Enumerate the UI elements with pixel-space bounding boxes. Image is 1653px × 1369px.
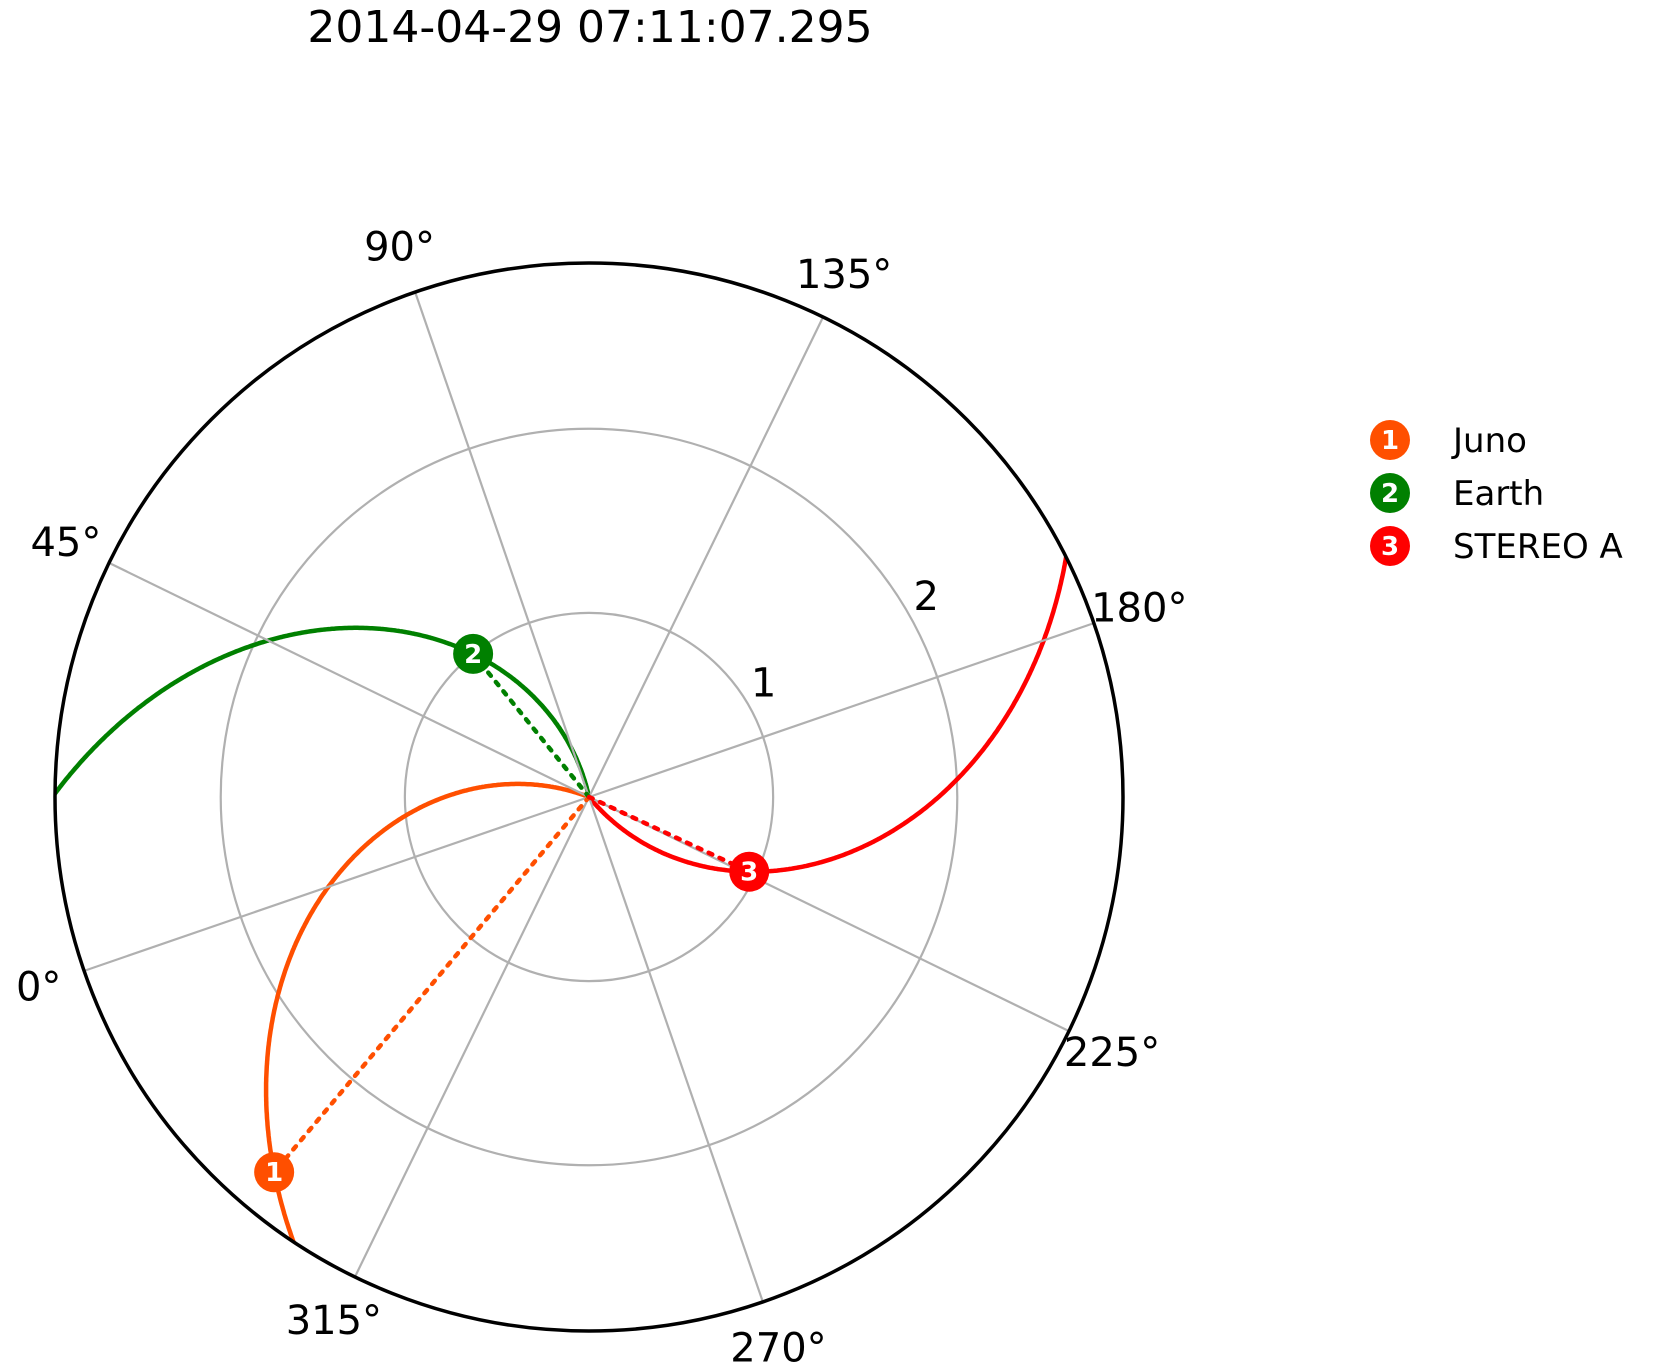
theta-label-45: 45° (30, 520, 101, 566)
grid-circle-2 (219, 427, 959, 1167)
theta-label-270: 270° (730, 1325, 826, 1369)
radial-line-135 (588, 316, 825, 798)
marker-juno (254, 1152, 295, 1193)
r-tick-label-1: 1 (751, 661, 776, 707)
legend-label-stereo-a: STEREO A (1453, 527, 1623, 567)
chart-title: 2014-04-29 07:11:07.295 (307, 2, 872, 53)
polar-frame (53, 261, 1125, 1333)
radial-line-180 (588, 622, 1095, 799)
connector-juno (271, 794, 592, 1175)
r-tick-label-2: 2 (913, 574, 938, 620)
theta-label-315: 315° (286, 1298, 382, 1344)
spiral-curves (55, 416, 1076, 1331)
legend-marker-2 (1370, 473, 1410, 513)
spiral-earth (55, 625, 592, 918)
radial-lines (83, 291, 1095, 1303)
marker-earth (453, 633, 494, 674)
theta-label-90: 90° (364, 225, 435, 271)
theta-label-135: 135° (796, 252, 892, 298)
legend-marker-3 (1370, 526, 1410, 566)
object-markers: 1 2 3 (254, 633, 770, 1193)
spiral-juno (263, 781, 590, 1331)
marker-stereo-a (729, 851, 770, 892)
connector-earth (470, 651, 592, 800)
radial-tick-labels: 12 (751, 574, 939, 706)
marker-number: 3 (740, 858, 758, 888)
polar-grid (219, 427, 959, 1167)
legend-label-juno: Juno (1451, 421, 1527, 461)
theta-tick-labels: 0° 45° 90° 135° 180° 225° 270° 315° (16, 225, 1187, 1369)
radial-line-270 (587, 796, 764, 1303)
radial-line-225 (588, 796, 1070, 1033)
legend-marker-1 (1370, 420, 1410, 460)
radial-line-0 (83, 795, 590, 972)
spiral-stereo-a (587, 416, 1076, 874)
legend: 1 Juno 2 Earth 3 STEREO A (1370, 420, 1623, 567)
marker-number: 2 (464, 640, 482, 670)
legend-marker-number: 3 (1381, 532, 1399, 562)
theta-label-180: 180° (1091, 586, 1187, 632)
theta-label-225: 225° (1064, 1030, 1160, 1076)
grid-circle-1 (403, 611, 775, 983)
legend-label-earth: Earth (1453, 474, 1544, 514)
radial-line-90 (414, 291, 591, 798)
radial-line-45 (108, 561, 590, 798)
legend-marker-number: 2 (1381, 479, 1399, 509)
radial-line-315 (353, 796, 590, 1278)
legend-marker-number: 1 (1381, 426, 1399, 456)
connector-stereo-a (586, 794, 752, 874)
marker-number: 1 (265, 1158, 283, 1188)
theta-label-0: 0° (16, 964, 61, 1010)
